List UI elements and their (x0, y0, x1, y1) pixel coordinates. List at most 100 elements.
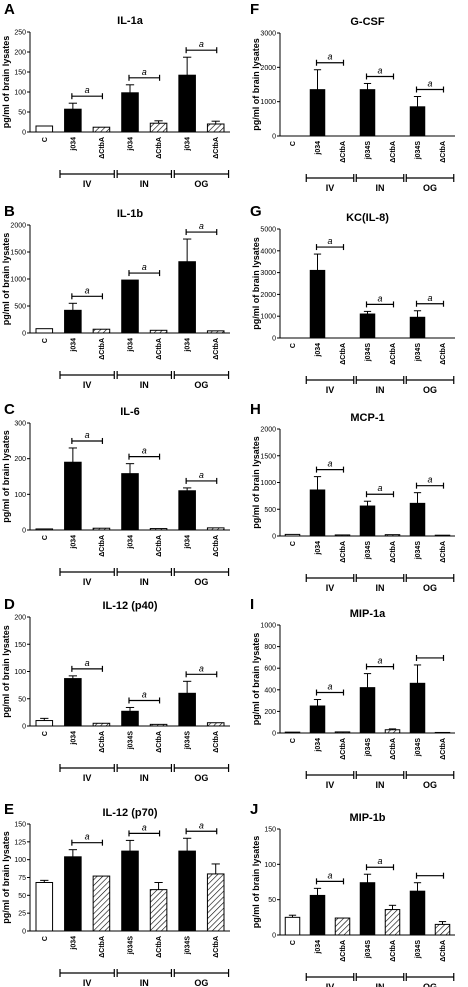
category-label: j034 (185, 338, 192, 353)
group-label: IN (376, 583, 385, 593)
group-label: OG (423, 385, 437, 395)
y-tick-label: 125 (14, 839, 26, 846)
significance-label: a (199, 39, 204, 49)
y-axis-label: pg/ml of brain lysates (251, 836, 261, 929)
group-label: IV (83, 773, 92, 783)
category-label: ΔCtbA (440, 141, 447, 163)
bar (121, 473, 139, 531)
y-tick-label: 0 (272, 134, 276, 141)
y-axis-label: pg/ml of brain lysates (1, 831, 11, 924)
category-label: ΔCtbA (390, 738, 397, 760)
panel-h: H MCP-1 pg/ml of brain lysates 0 500 1000 1500… (250, 401, 455, 593)
category-label: j034S (415, 343, 422, 363)
panel-b: B IL-1b pg/ml of brain lysates 0 500 1000 1500… (1, 203, 230, 390)
y-tick-label: 0 (272, 336, 276, 343)
category-label: j034S (415, 141, 422, 161)
significance-label: a (377, 293, 382, 303)
group-label: IN (140, 978, 149, 987)
panel-letter: E (4, 801, 14, 818)
group-label: IV (83, 380, 92, 390)
bar (309, 705, 326, 734)
category-label: ΔCtbA (99, 731, 106, 753)
y-tick-label: 600 (264, 666, 276, 673)
bar (64, 309, 82, 334)
significance-label: a (377, 483, 382, 493)
category-label: ΔCtbA (440, 738, 447, 760)
y-axis-label: pg/ml of brain lysates (1, 625, 11, 718)
category-label: ΔCtbA (99, 936, 106, 958)
category-label: ΔCtbA (99, 137, 106, 159)
y-tick-label: 400 (264, 687, 276, 694)
significance-label: a (142, 262, 147, 272)
bar (35, 125, 54, 133)
panel-e: E IL-12 (p70) pg/ml of brain lysates 0 25 50 7… (1, 801, 230, 987)
y-axis-label: pg/ml of brain lysates (1, 233, 11, 326)
category-label: j034S (365, 343, 372, 363)
bar (64, 108, 82, 133)
category-label: C (42, 936, 49, 941)
significance-label: a (85, 85, 90, 95)
category-label: j034 (315, 738, 322, 753)
category-label: j034 (128, 137, 135, 152)
category-label: ΔCtbA (99, 535, 106, 557)
bar (359, 882, 376, 936)
y-tick-label: 800 (264, 644, 276, 651)
significance-label: a (142, 67, 147, 77)
category-label: ΔCtbA (340, 343, 347, 365)
group-label: IV (326, 183, 335, 193)
y-tick-label: 200 (264, 709, 276, 716)
category-label: ΔCtbA (390, 940, 397, 962)
bar (434, 923, 451, 936)
y-tick-label: 200 (14, 456, 26, 463)
category-label: j034S (365, 940, 372, 960)
category-label: j034S (185, 936, 192, 956)
significance-label: a (377, 656, 382, 666)
bar (121, 710, 139, 727)
group-label: IN (140, 380, 149, 390)
y-tick-label: 250 (14, 30, 26, 37)
group-label: IV (83, 577, 92, 587)
category-label: C (42, 137, 49, 142)
category-label: j034 (185, 137, 192, 152)
category-label: ΔCtbA (390, 343, 397, 365)
category-label: ΔCtbA (213, 338, 220, 360)
category-label: ΔCtbA (440, 940, 447, 962)
significance-label: a (199, 820, 204, 830)
category-label: j034 (70, 137, 77, 152)
group-label: IV (326, 982, 335, 987)
chart-title: IL-1a (117, 15, 144, 27)
category-label: j034 (315, 940, 322, 955)
y-tick-label: 2000 (10, 223, 26, 230)
bar (309, 89, 326, 137)
y-axis-label: pg/ml of brain lysates (1, 430, 11, 523)
y-axis-label: pg/ml of brain lysates (251, 237, 261, 330)
category-label: C (290, 541, 297, 546)
group-label: OG (423, 183, 437, 193)
bar (359, 687, 376, 734)
category-label: j034 (70, 731, 77, 746)
category-label: j034S (365, 738, 372, 758)
y-tick-label: 300 (14, 421, 26, 428)
bar (334, 731, 351, 734)
bar (434, 534, 451, 537)
bar (178, 692, 196, 727)
category-label: C (290, 738, 297, 743)
category-label: C (42, 731, 49, 736)
y-tick-label: 100 (14, 492, 26, 499)
bar (64, 856, 82, 932)
category-label: ΔCtbA (213, 936, 220, 958)
group-label: IV (326, 385, 335, 395)
group-label: IN (376, 385, 385, 395)
group-label: OG (423, 780, 437, 790)
panel-letter: A (4, 1, 15, 18)
category-label: j034 (185, 535, 192, 550)
bar (149, 122, 168, 133)
bar (206, 873, 225, 932)
category-label: j034 (128, 338, 135, 353)
panel-g: G KC(IL-8) pg/ml of brain lysates 0 1000 2000… (250, 203, 455, 395)
category-label: C (290, 940, 297, 945)
bar (359, 505, 376, 537)
bar (178, 74, 196, 133)
significance-label: a (427, 79, 432, 89)
category-label: ΔCtbA (390, 541, 397, 563)
